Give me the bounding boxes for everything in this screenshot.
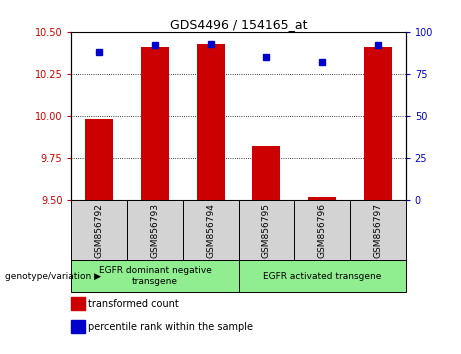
Bar [85, 119, 113, 200]
Bar [294, 200, 350, 260]
Bar [253, 146, 280, 200]
Bar [71, 297, 85, 310]
Bar [127, 200, 183, 260]
Bar [197, 44, 225, 200]
Text: GSM856797: GSM856797 [373, 202, 382, 258]
Title: GDS4496 / 154165_at: GDS4496 / 154165_at [170, 18, 307, 31]
Text: EGFR dominant negative
transgene: EGFR dominant negative transgene [99, 267, 212, 286]
Bar [364, 47, 392, 200]
Bar [239, 260, 406, 292]
Text: GSM856794: GSM856794 [206, 202, 215, 258]
Text: EGFR activated transgene: EGFR activated transgene [263, 272, 381, 281]
Text: GSM856795: GSM856795 [262, 202, 271, 258]
Bar [141, 47, 169, 200]
Bar [71, 200, 127, 260]
Bar [350, 200, 406, 260]
Bar [71, 320, 85, 333]
Text: transformed count: transformed count [88, 298, 178, 309]
Bar [71, 260, 239, 292]
Text: genotype/variation ▶: genotype/variation ▶ [5, 272, 100, 281]
Bar [239, 200, 294, 260]
Text: percentile rank within the sample: percentile rank within the sample [88, 321, 253, 332]
Text: GSM856792: GSM856792 [95, 202, 104, 258]
Bar [183, 200, 239, 260]
Bar [308, 197, 336, 200]
Text: GSM856796: GSM856796 [318, 202, 327, 258]
Text: GSM856793: GSM856793 [150, 202, 160, 258]
